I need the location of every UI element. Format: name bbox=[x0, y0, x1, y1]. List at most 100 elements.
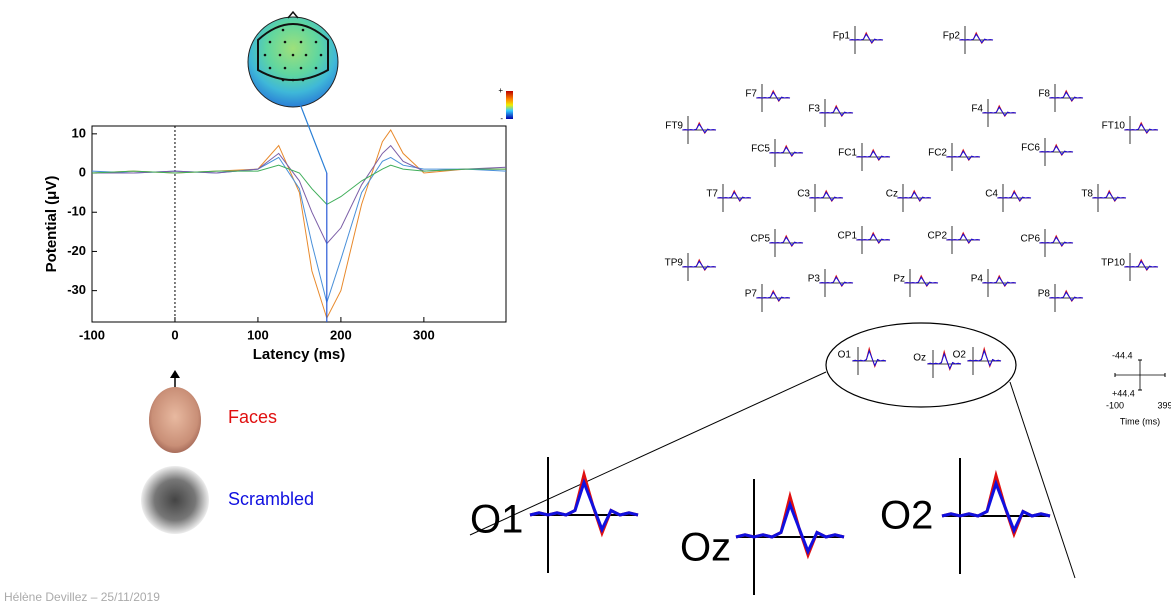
mini-wave bbox=[927, 352, 962, 370]
channel-label: F8 bbox=[1038, 89, 1050, 100]
mini-wave bbox=[946, 233, 981, 244]
mini-wave bbox=[941, 479, 1051, 535]
channel-label: Fp1 bbox=[833, 31, 851, 42]
channel-label: FC1 bbox=[838, 148, 857, 159]
channel-label: P8 bbox=[1038, 289, 1051, 300]
scale-tick-label: -100 bbox=[1106, 400, 1124, 410]
scale-tick-label: -44.4 bbox=[1112, 350, 1133, 360]
mini-wave bbox=[1124, 123, 1159, 134]
channel-label: T8 bbox=[1081, 189, 1093, 200]
mini-wave bbox=[967, 349, 1002, 367]
mini-wave bbox=[1049, 291, 1084, 302]
mini-wave bbox=[904, 276, 939, 287]
mini-wave bbox=[997, 191, 1032, 202]
mini-wave bbox=[735, 500, 845, 556]
trace bbox=[91, 128, 506, 320]
zoom-label: O2 bbox=[880, 494, 933, 538]
channel-label: FC5 bbox=[751, 144, 770, 155]
channel-label: F7 bbox=[745, 89, 757, 100]
trace bbox=[92, 144, 507, 245]
y-tick-label: 0 bbox=[79, 164, 86, 179]
channel-label: FT9 bbox=[665, 121, 683, 132]
channel-label: CP1 bbox=[838, 231, 858, 242]
mini-wave bbox=[982, 276, 1017, 287]
channel-label: C3 bbox=[797, 189, 810, 200]
mini-wave bbox=[682, 123, 717, 134]
mini-wave bbox=[682, 260, 717, 271]
zoom-ellipse bbox=[825, 322, 1017, 408]
x-tick-label: -100 bbox=[79, 327, 105, 342]
mini-wave bbox=[717, 191, 752, 202]
scale-tick-label: +44.4 bbox=[1112, 388, 1135, 398]
mini-wave bbox=[529, 478, 639, 534]
channel-label: FC6 bbox=[1021, 143, 1040, 154]
mini-wave bbox=[959, 33, 994, 44]
plot-frame bbox=[91, 125, 507, 323]
mini-wave bbox=[856, 150, 891, 161]
channel-label: O2 bbox=[953, 350, 967, 361]
y-tick-label: -30 bbox=[67, 282, 86, 297]
scale-label: Time (ms) bbox=[1120, 416, 1160, 426]
colorbar bbox=[506, 91, 513, 119]
channel-label: Pz bbox=[893, 274, 905, 285]
mini-wave bbox=[982, 106, 1017, 117]
channel-label: P7 bbox=[745, 289, 758, 300]
zoom-line bbox=[1009, 381, 1076, 579]
channel-label: F4 bbox=[971, 104, 983, 115]
channel-label: C4 bbox=[985, 189, 998, 200]
channel-label: CP2 bbox=[928, 231, 948, 242]
y-tick-label: -10 bbox=[67, 204, 86, 219]
topomap-link bbox=[299, 103, 328, 174]
scale-tick-label: 399 bbox=[1157, 400, 1171, 410]
channel-label: CP6 bbox=[1021, 234, 1041, 245]
scrambled-image bbox=[141, 466, 209, 534]
channel-label: Fp2 bbox=[943, 31, 961, 42]
colorbar-bottom: - bbox=[500, 114, 503, 123]
faces-label: Faces bbox=[228, 407, 277, 427]
y-axis-label: Potential (μV) bbox=[43, 176, 60, 273]
x-tick-label: 300 bbox=[413, 327, 435, 342]
mini-wave bbox=[756, 91, 791, 102]
mini-wave bbox=[897, 191, 932, 202]
mini-wave bbox=[1039, 145, 1074, 156]
channel-label: O1 bbox=[838, 350, 852, 361]
channel-label: CP5 bbox=[751, 234, 771, 245]
channel-label: TP10 bbox=[1101, 258, 1125, 269]
zoom-label: O1 bbox=[470, 498, 523, 542]
x-tick-label: 0 bbox=[171, 327, 178, 342]
mini-wave bbox=[756, 291, 791, 302]
x-tick-label: 200 bbox=[330, 327, 352, 342]
face-image bbox=[149, 387, 201, 453]
mini-wave bbox=[946, 150, 981, 161]
mini-wave bbox=[769, 236, 804, 247]
channel-label: T7 bbox=[706, 189, 718, 200]
arrow-head bbox=[170, 370, 180, 378]
x-axis-label: Latency (ms) bbox=[253, 346, 346, 363]
mini-wave bbox=[769, 146, 804, 157]
zoom-line bbox=[469, 371, 827, 536]
y-tick-label: 10 bbox=[72, 125, 86, 140]
channel-label: P3 bbox=[808, 274, 821, 285]
channel-label: P4 bbox=[971, 274, 984, 285]
y-tick-label: -20 bbox=[67, 243, 86, 258]
scrambled-label: Scrambled bbox=[228, 489, 314, 509]
mini-wave bbox=[1092, 191, 1127, 202]
channel-label: FT10 bbox=[1102, 121, 1126, 132]
mini-wave bbox=[852, 349, 887, 367]
mini-wave bbox=[819, 106, 854, 117]
mini-wave bbox=[849, 33, 884, 44]
colorbar-top: + bbox=[498, 86, 503, 95]
channel-label: Cz bbox=[886, 189, 898, 200]
trace bbox=[91, 156, 507, 305]
channel-label: FC2 bbox=[928, 148, 947, 159]
mini-wave bbox=[819, 276, 854, 287]
mini-wave bbox=[856, 233, 891, 244]
channel-label: Oz bbox=[913, 353, 926, 364]
channel-label: TP9 bbox=[665, 258, 684, 269]
x-tick-label: 100 bbox=[247, 327, 269, 342]
zoom-label: Oz bbox=[680, 526, 731, 570]
topomap bbox=[247, 10, 339, 108]
channel-label: F3 bbox=[808, 104, 820, 115]
mini-wave bbox=[1049, 91, 1084, 102]
